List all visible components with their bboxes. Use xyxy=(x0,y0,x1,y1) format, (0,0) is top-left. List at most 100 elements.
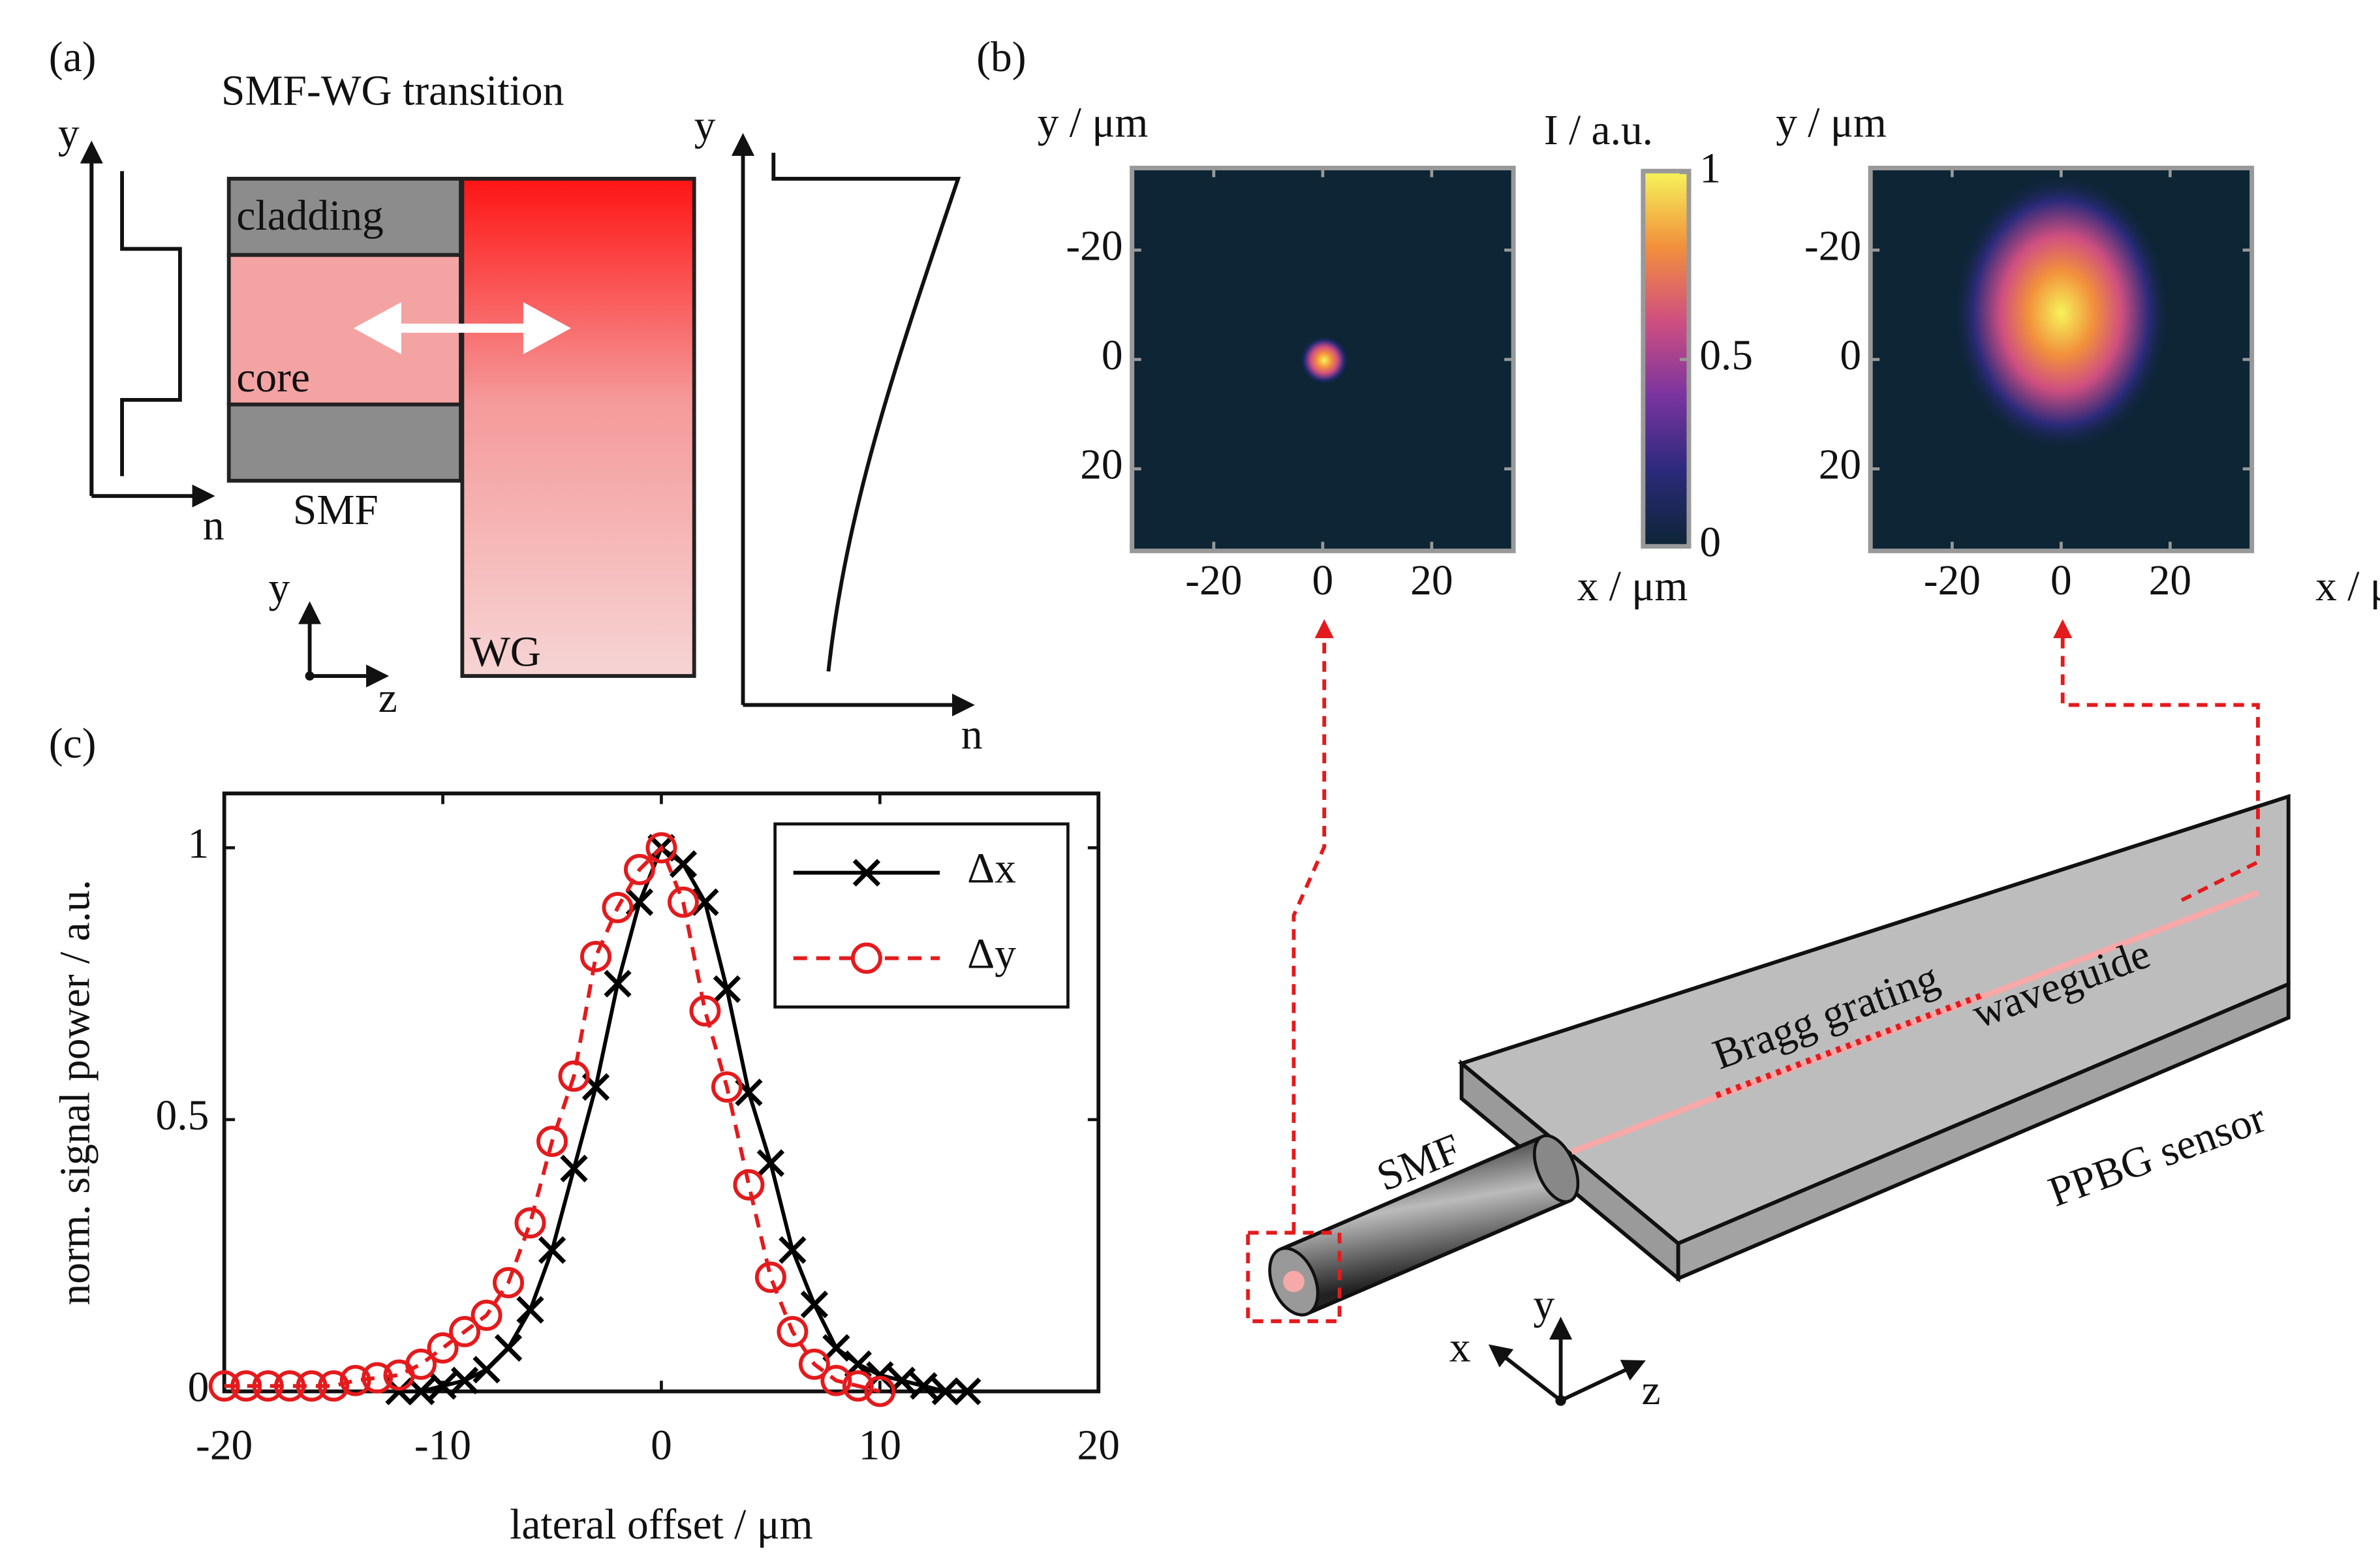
mode-spot xyxy=(1951,172,2171,453)
y-axis-label: norm. signal power / a.u. xyxy=(52,880,99,1305)
pointer xyxy=(2053,619,2260,902)
marker xyxy=(429,1372,457,1400)
legend xyxy=(773,822,1070,1009)
marker xyxy=(318,1370,350,1402)
panel-label: (c) xyxy=(49,720,97,767)
mode-spot xyxy=(1299,335,1349,385)
marker xyxy=(494,1334,523,1362)
label: cladding xyxy=(236,192,383,239)
label: SMF xyxy=(293,487,379,534)
marker xyxy=(252,1370,284,1402)
marker xyxy=(560,1154,588,1183)
legend-marker xyxy=(852,859,881,887)
axis-label: x xyxy=(1449,1325,1471,1372)
label: core xyxy=(236,354,310,401)
marker xyxy=(691,888,719,916)
legend-label: Δy xyxy=(967,931,1016,978)
colorbar-label: I / a.u. xyxy=(1544,107,1653,154)
marker xyxy=(623,853,655,885)
marker xyxy=(516,1296,544,1324)
fiber-end xyxy=(1532,1134,1580,1204)
marker xyxy=(580,941,611,972)
marker xyxy=(667,886,699,918)
index-profile xyxy=(120,171,182,476)
marker xyxy=(208,1370,240,1402)
y-tick-label: 20 xyxy=(1080,442,1122,489)
marker xyxy=(645,832,677,864)
x-tick-label: 10 xyxy=(859,1422,901,1469)
y-tick-label: -20 xyxy=(1066,222,1122,269)
colorbar-tick-label: 0.5 xyxy=(1699,332,1753,379)
pointer xyxy=(1291,619,1334,1233)
marker xyxy=(931,1377,959,1405)
marker xyxy=(472,1355,501,1384)
y-tick-label: -20 xyxy=(1804,222,1861,269)
legend-marker xyxy=(850,942,882,974)
marker xyxy=(779,1236,807,1265)
marker xyxy=(864,1375,896,1407)
colorbar-tick-label: 0 xyxy=(1699,519,1721,566)
marker xyxy=(471,1299,502,1331)
x-tick-label: 0 xyxy=(1312,557,1334,604)
x-tick-label: -10 xyxy=(414,1422,471,1469)
axis xyxy=(1560,1360,1646,1403)
y-tick-label: 1 xyxy=(188,820,209,867)
axis-label: y xyxy=(58,110,80,157)
fiber xyxy=(1280,1138,1569,1312)
marker xyxy=(604,970,632,998)
marker xyxy=(449,1315,481,1347)
axis-label: z xyxy=(1641,1367,1660,1414)
label: PPBG sensor xyxy=(2043,1094,2272,1216)
marker xyxy=(777,1315,809,1347)
axes xyxy=(89,145,210,496)
marker xyxy=(689,995,721,1027)
index-profile xyxy=(771,153,961,672)
marker xyxy=(798,1348,830,1380)
y-axis-label: y / μm xyxy=(1776,99,1887,146)
marker xyxy=(558,1060,590,1092)
x-axis-label: lateral offset / μm xyxy=(510,1501,813,1548)
waveguide xyxy=(1570,889,2259,1155)
series-line xyxy=(224,844,881,1394)
double-arrow xyxy=(353,302,571,354)
y-tick-label: 20 xyxy=(1819,442,1861,489)
panel-label: (a) xyxy=(49,34,97,81)
marker xyxy=(536,1126,568,1158)
marker xyxy=(713,975,741,1004)
x-tick-label: 20 xyxy=(1077,1422,1120,1469)
marker xyxy=(800,1290,829,1319)
marker xyxy=(514,1207,546,1239)
marker xyxy=(339,1364,371,1396)
axis-label: y xyxy=(1534,1281,1555,1328)
marker xyxy=(230,1370,262,1402)
marker xyxy=(844,1350,873,1378)
y-tick-label: 0 xyxy=(1102,332,1123,379)
marker xyxy=(362,1362,394,1394)
marker xyxy=(274,1370,306,1402)
axis-label: y xyxy=(694,102,716,149)
marker xyxy=(493,1266,524,1298)
axis-label: n xyxy=(203,502,224,549)
x-tick-label: 20 xyxy=(1410,557,1453,604)
marker xyxy=(910,1372,938,1400)
y-tick-label: 0.5 xyxy=(155,1092,209,1139)
sensor-schematic: SMF Bragg grating waveguide PPBG sensor … xyxy=(1246,619,2291,1414)
origin xyxy=(1555,1395,1566,1406)
y-axis-label: y / μm xyxy=(1038,99,1149,146)
marker xyxy=(450,1366,479,1394)
x-tick-label: 20 xyxy=(2149,557,2191,604)
marker xyxy=(822,1334,850,1362)
bragg-grating xyxy=(1715,992,1985,1099)
marker xyxy=(733,1169,765,1201)
marker xyxy=(756,1149,785,1177)
panel-a: (a) SMF-WG transition y n cladding core … xyxy=(49,34,983,758)
x-axis-label: x / μm xyxy=(1577,563,1688,610)
x-tick-label: 0 xyxy=(2050,557,2072,604)
marker xyxy=(820,1364,852,1396)
axis-label: z xyxy=(379,675,397,722)
x-tick-label: 0 xyxy=(651,1422,672,1469)
legend-label: Δx xyxy=(967,846,1016,893)
axis-label: n xyxy=(961,711,983,758)
marker xyxy=(538,1236,566,1265)
y-tick-label: 0 xyxy=(188,1364,209,1411)
